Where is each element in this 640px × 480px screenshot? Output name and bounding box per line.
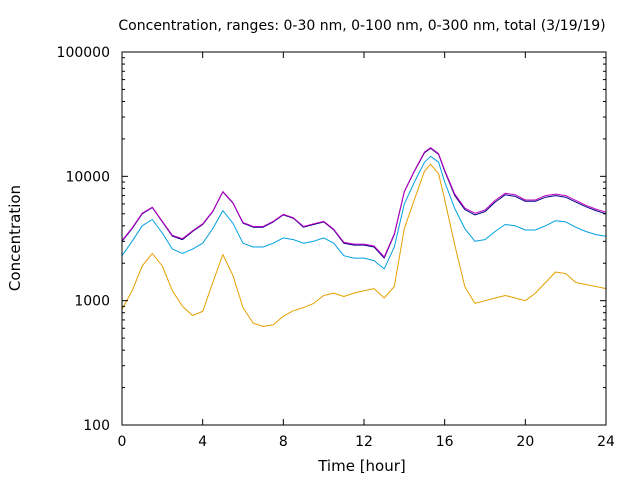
- y-tick-label: 10000: [65, 169, 110, 185]
- x-tick-label: 8: [279, 434, 288, 450]
- x-tick-label: 20: [516, 434, 534, 450]
- series-line-3: [121, 147, 607, 259]
- series-line-1: [121, 163, 607, 327]
- series-line-4: [121, 147, 607, 258]
- chart-title: Concentration, ranges: 0-30 nm, 0-100 nm…: [118, 18, 605, 34]
- plot-frame: [121, 51, 607, 426]
- x-axis-label: Time [hour]: [317, 457, 406, 475]
- y-tick-label: 100: [83, 418, 110, 434]
- x-tick-label: 12: [355, 434, 373, 450]
- y-tick-label: 100000: [57, 45, 110, 61]
- ticks-layer: 0 4 8 12 16 20 24 100 1000 10000 100000: [57, 45, 615, 450]
- series-line-2: [121, 155, 607, 270]
- series-layer: [121, 147, 607, 327]
- y-tick-label: 1000: [74, 294, 110, 310]
- x-tick-label: 24: [597, 434, 615, 450]
- x-tick-label: 0: [118, 434, 127, 450]
- y-axis-label: Concentration: [6, 185, 24, 291]
- x-tick-label: 16: [436, 434, 454, 450]
- x-tick-label: 4: [198, 434, 207, 450]
